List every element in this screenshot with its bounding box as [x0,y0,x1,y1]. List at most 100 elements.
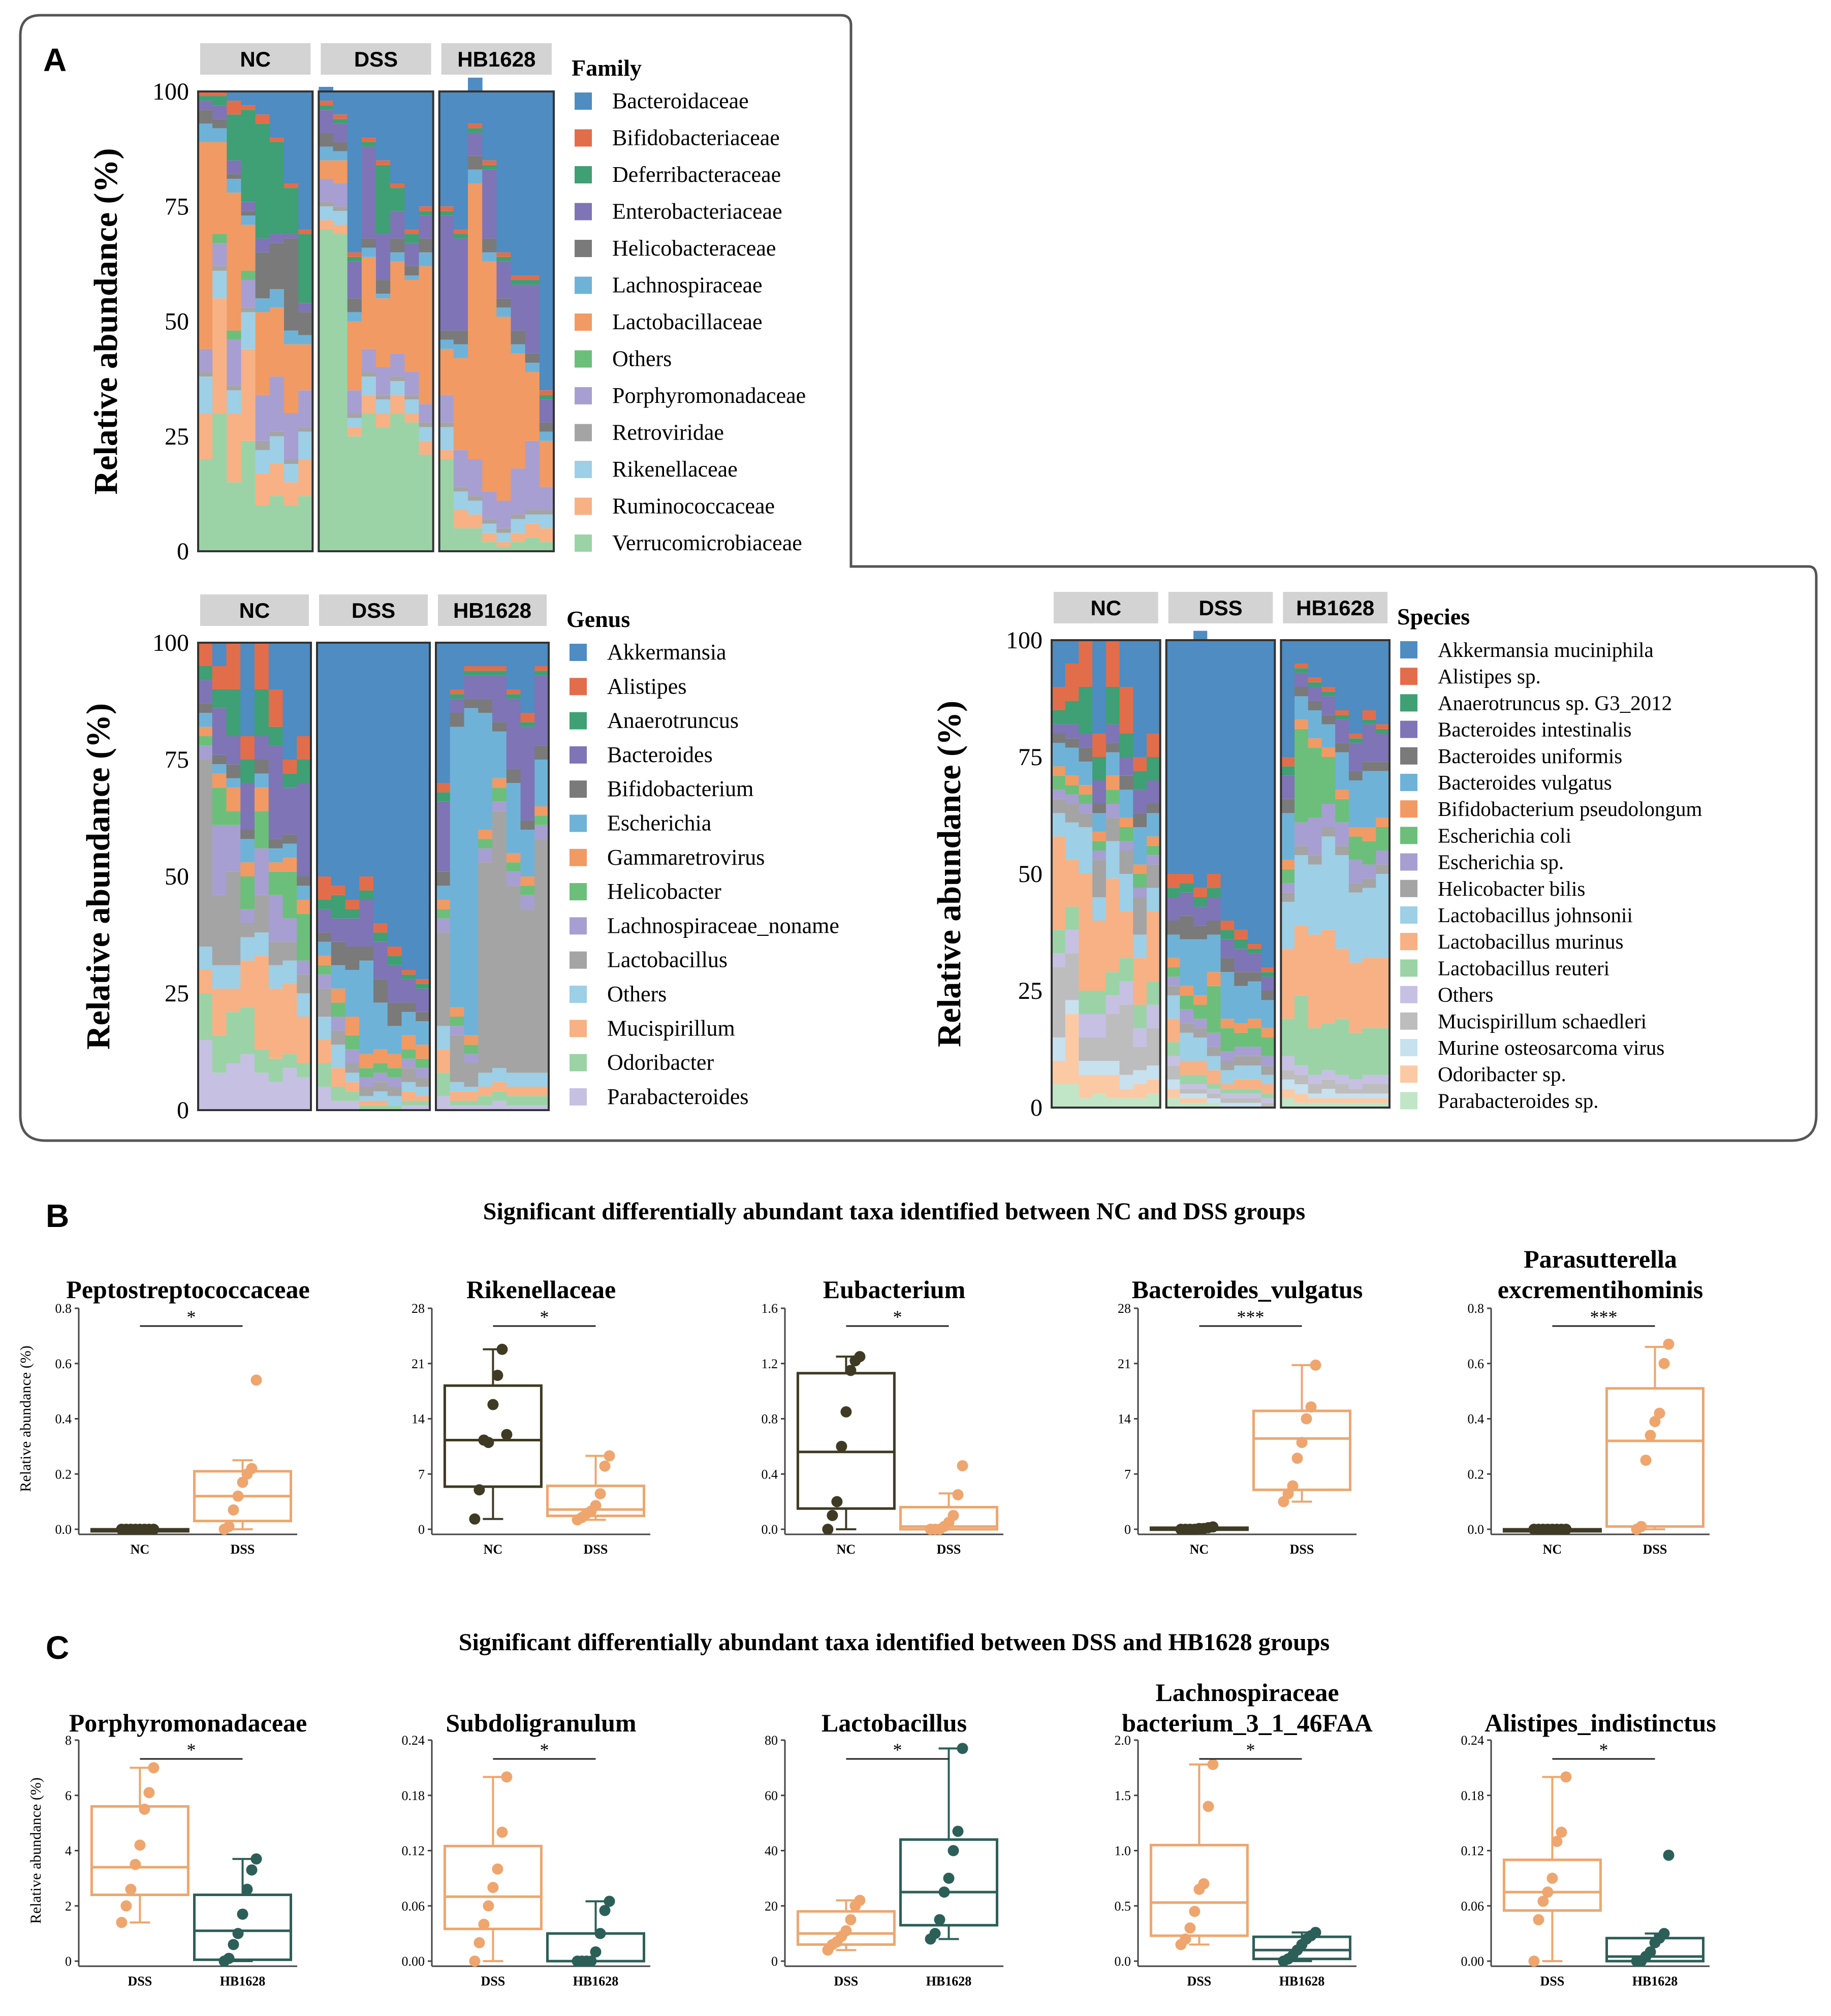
stack-segment [1362,724,1376,762]
stack-segment [1106,724,1120,743]
stack-segment [1092,1075,1107,1094]
stack-segment [359,890,374,900]
stack-segment [1335,710,1349,715]
stack-segment [373,1082,388,1092]
stack-segment [359,876,374,891]
stack-segment [227,91,241,101]
legend-swatch [1400,933,1417,951]
stack-segment [1166,986,1180,996]
stack-segment [1092,1093,1107,1108]
stack-segment [416,1105,430,1110]
stack-segment [212,754,227,765]
stack-segment [525,510,540,515]
stack-segment [297,643,311,736]
group-strip-label: NC [240,47,271,71]
stack-segment [212,234,227,243]
data-point [1180,1933,1191,1945]
stack-segment [198,91,213,97]
stack-segment [520,1073,535,1087]
legend-swatch [1400,694,1417,712]
stack-segment [331,1045,345,1068]
stack-segment [212,1035,227,1073]
stack-segment [1348,1079,1363,1089]
stack-segment [464,1105,479,1110]
stack-segment [1281,813,1295,860]
legend-swatch [575,424,592,442]
stack-segment [439,450,454,459]
stack-segment [226,825,241,872]
stack-segment [198,713,213,727]
stack-segment [482,91,497,161]
legend-entry: Bacteroidaceae [612,88,749,113]
stack-segment [436,932,451,1026]
stack-segment [1079,874,1093,991]
stack-segment [1281,1070,1295,1080]
stack-segment [416,979,430,984]
stack-segment [1247,1047,1262,1056]
stack-segment [226,689,241,736]
stack-segment [1321,747,1336,757]
stack-segment [1092,780,1107,804]
stack-segment [331,643,345,886]
data-point [599,1460,611,1472]
stack-segment [539,542,554,551]
group-strip [441,43,552,75]
stack-segment [1376,1084,1390,1094]
stack-segment [387,1087,402,1096]
stack-segment [439,215,454,331]
stack-segment [539,395,554,400]
legend-title: Species [1397,604,1470,629]
stack-segment [1207,1047,1221,1056]
stack-segment [404,399,419,414]
stack-segment [1281,1089,1295,1098]
stack-segment [198,680,213,704]
stack-segment [345,970,360,1017]
data-point [1556,1826,1567,1838]
stack-segment [1119,790,1133,818]
stack-segment [1308,1075,1322,1084]
stack-segment [241,105,256,110]
stack-segment [478,675,493,699]
stack-segment [1234,1079,1248,1089]
y-tick-label: 80 [765,1733,778,1748]
stack-segment [1247,1098,1262,1103]
stack-segment [284,464,299,483]
stack-segment [284,482,299,506]
stack-segment [255,473,270,506]
stack-segment [347,418,362,427]
stack-segment [319,202,333,207]
stack-segment [1079,813,1093,827]
stack-segment [1065,1000,1079,1014]
legend-swatch [575,387,592,404]
stack-segment [1065,1084,1079,1108]
legend-entry: Alistipes sp. [1438,665,1541,688]
y-tick-label: 75 [1018,744,1043,771]
stack-segment [1092,897,1107,921]
stack-segment [331,941,345,965]
y-tick-label: 0.18 [402,1788,425,1803]
legend-swatch [1400,1012,1417,1030]
stack-segment [1106,640,1120,687]
stack-segment [373,923,388,933]
stack-segment [1362,710,1376,720]
legend-entry: Rikenellaceae [612,457,738,482]
data-point [854,1895,866,1906]
stack-segment [436,871,451,886]
stack-segment [1180,1061,1194,1075]
stack-segment [387,965,402,1003]
stack-segment [1146,1004,1161,1028]
legend-swatch [1400,827,1417,844]
stack-segment [419,404,434,423]
stack-segment [1166,888,1180,897]
legend-entry: Akkermansia [607,640,727,665]
stack-segment [436,1096,451,1110]
y-tick-label: 28 [1118,1301,1131,1316]
stack-segment [1166,640,1180,874]
stack-segment [1166,976,1180,986]
stack-segment [241,270,256,280]
stack-segment [1281,1056,1295,1070]
group-strip [438,594,547,626]
stacked-bar-chart-species: Relative abundance (%) 0 25 50 75 100 NC DSS HB1… [931,592,1702,1121]
stack-segment [331,1017,345,1031]
stack-segment [404,266,419,275]
